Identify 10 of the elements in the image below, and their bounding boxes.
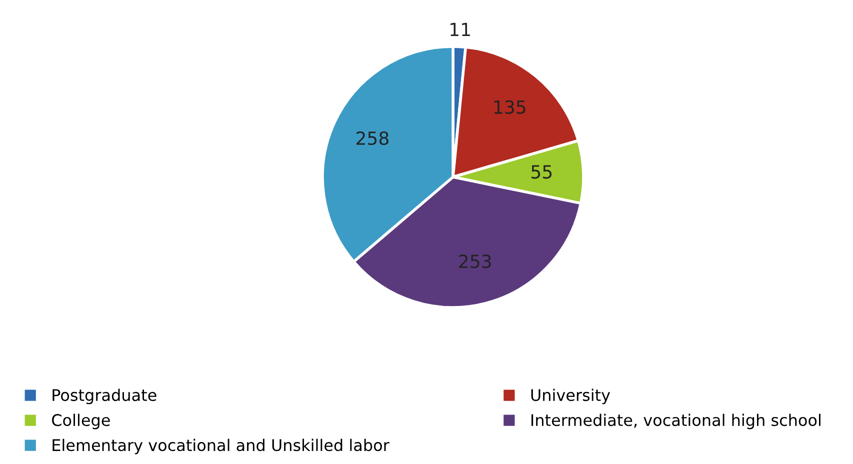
- legend-label: Elementary vocational and Unskilled labor: [52, 438, 390, 454]
- legend-label: Postgraduate: [52, 388, 156, 404]
- data-label: 135: [494, 100, 526, 114]
- data-label: 55: [532, 165, 552, 179]
- data-label: 11: [450, 22, 470, 36]
- data-label: 253: [459, 254, 491, 268]
- legend-label: Intermediate, vocational high school: [532, 414, 820, 430]
- data-label: 258: [356, 131, 388, 146]
- legend-label: College: [52, 414, 110, 430]
- legend-label: University: [531, 388, 610, 404]
